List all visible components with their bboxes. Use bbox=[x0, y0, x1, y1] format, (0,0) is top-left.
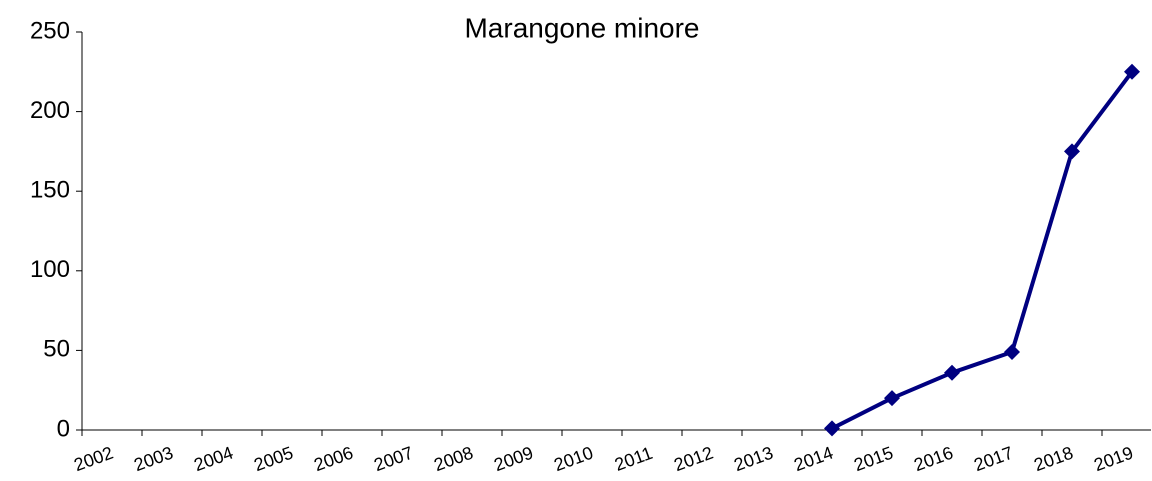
x-tick-label: 2009 bbox=[491, 443, 535, 475]
marker bbox=[1004, 343, 1020, 360]
x-tick-label: 2002 bbox=[71, 443, 115, 475]
y-tick-label: 200 bbox=[30, 97, 70, 124]
marker bbox=[824, 420, 840, 437]
x-tick-label: 2014 bbox=[791, 443, 835, 475]
x-tick-label: 2013 bbox=[731, 443, 775, 475]
x-tick-label: 2015 bbox=[851, 443, 895, 475]
x-tick-label: 2012 bbox=[671, 443, 715, 475]
chart-title: Marangone minore bbox=[464, 12, 699, 43]
x-tick-label: 2004 bbox=[191, 443, 235, 475]
marker bbox=[944, 364, 960, 381]
x-tick-label: 2008 bbox=[431, 443, 475, 475]
y-tick-label: 250 bbox=[30, 17, 70, 44]
y-tick-label: 0 bbox=[57, 415, 70, 442]
x-tick-label: 2006 bbox=[311, 443, 355, 475]
x-tick-label: 2005 bbox=[251, 443, 295, 475]
x-tick-label: 2018 bbox=[1031, 443, 1075, 475]
x-tick-label: 2016 bbox=[911, 443, 955, 475]
x-tick-label: 2019 bbox=[1091, 443, 1135, 475]
x-tick-label: 2010 bbox=[551, 443, 595, 475]
x-tick-label: 2011 bbox=[612, 443, 655, 475]
marker bbox=[1064, 143, 1080, 160]
x-tick-label: 2017 bbox=[971, 443, 1015, 475]
y-tick-label: 100 bbox=[30, 256, 70, 283]
line bbox=[831, 70, 1134, 431]
y-tick-label: 150 bbox=[30, 177, 70, 204]
marker bbox=[1124, 63, 1140, 80]
x-tick-label: 2007 bbox=[371, 443, 415, 475]
marker bbox=[884, 390, 900, 407]
y-tick-label: 50 bbox=[43, 336, 70, 363]
x-tick-label: 2003 bbox=[131, 443, 175, 475]
